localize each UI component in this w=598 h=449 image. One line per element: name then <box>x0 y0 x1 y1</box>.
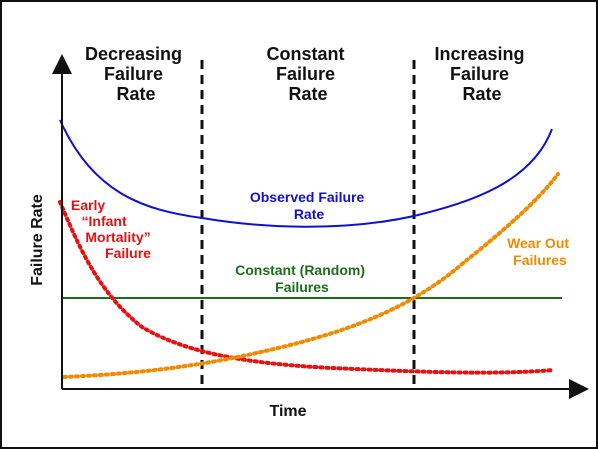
constant-random-failures-label: Constant (Random) Failures <box>235 262 369 295</box>
wear-out-curve <box>62 172 560 379</box>
observed-failure-rate-curve <box>59 119 553 228</box>
observed-failure-rate-label: Observed Failure Rate <box>250 189 368 222</box>
x-axis-label: Time <box>269 403 306 420</box>
wear-out-failures-label: Wear Out Failures <box>507 235 573 268</box>
region-constant-header: Constant Failure Rate <box>266 44 349 104</box>
region-increasing-header: Increasing Failure Rate <box>434 44 529 104</box>
infant-mortality-label: Early “Infant Mortality” Failure <box>71 197 155 261</box>
region-decreasing-header: Decreasing Failure Rate <box>85 44 187 104</box>
y-axis-label: Failure Rate <box>29 194 46 286</box>
